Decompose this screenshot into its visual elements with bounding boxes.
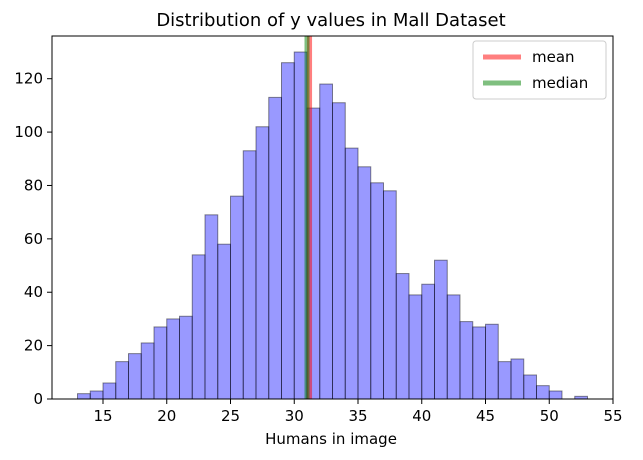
histogram-bar [128,353,142,400]
histogram-bar [408,294,423,400]
x-tick-label: 35 [348,407,367,425]
legend-mean-label: mean [532,48,575,66]
x-tick-label: 30 [285,407,304,425]
plot-frame [51,35,614,400]
x-axis-label: Humans in image [265,430,397,448]
histogram-bar [434,259,448,400]
y-tick-label: 20 [24,337,43,355]
histogram-bar [102,382,117,400]
histogram-bar [485,323,499,400]
histogram-bar [204,214,219,400]
histogram-bar [536,385,550,400]
histogram-bar [115,361,129,400]
histogram-bar [446,294,461,400]
x-tick-label: 50 [540,407,559,425]
histogram-bar [459,321,474,400]
histogram-bar [357,166,372,400]
chart-title: Distribution of y values in Mall Dataset [156,10,505,31]
y-tick-label: 80 [24,176,43,194]
histogram-bar [77,393,91,400]
x-tick-label: 55 [603,407,622,425]
x-tick-label: 15 [93,407,112,425]
histogram-bar [281,62,295,400]
y-tick-label: 0 [33,390,43,408]
y-tick-label: 60 [24,230,43,248]
histogram-bar [140,342,155,400]
legend-median-label: median [532,74,588,92]
histogram-bars [77,51,588,400]
y-tick-label: 100 [14,123,43,141]
histogram-bar [472,326,486,400]
histogram-bar [230,195,244,400]
y-axis: 0 20 40 60 80 100 120 [14,70,52,408]
histogram-bar [421,283,435,400]
histogram-bar [344,147,359,400]
histogram-bar [319,83,333,400]
histogram-bar [523,374,537,400]
histogram-bar [153,326,168,400]
histogram-bar [497,361,512,400]
histogram-bar [179,315,193,400]
y-tick-label: 120 [14,70,43,88]
x-tick-label: 25 [221,407,240,425]
histogram-bar [166,318,180,400]
histogram-bar [383,190,397,400]
histogram-bar [191,254,206,400]
x-axis: 15 20 25 30 35 40 45 50 55 [93,399,623,425]
x-tick-label: 45 [476,407,495,425]
x-tick-label: 20 [157,407,176,425]
reference-lines [304,36,313,399]
histogram-bar [332,102,346,400]
histogram-bar [370,182,384,400]
histogram-bar [548,390,563,400]
histogram-bar [510,358,525,400]
legend: mean median [472,40,607,100]
histogram-bar [268,96,282,400]
histogram-bar [217,243,231,400]
y-tick-label: 40 [24,283,43,301]
histogram-bar [242,150,257,400]
histogram-bar [255,126,270,400]
histogram-bar [89,390,104,400]
x-tick-label: 40 [412,407,431,425]
histogram-bar [395,273,410,400]
